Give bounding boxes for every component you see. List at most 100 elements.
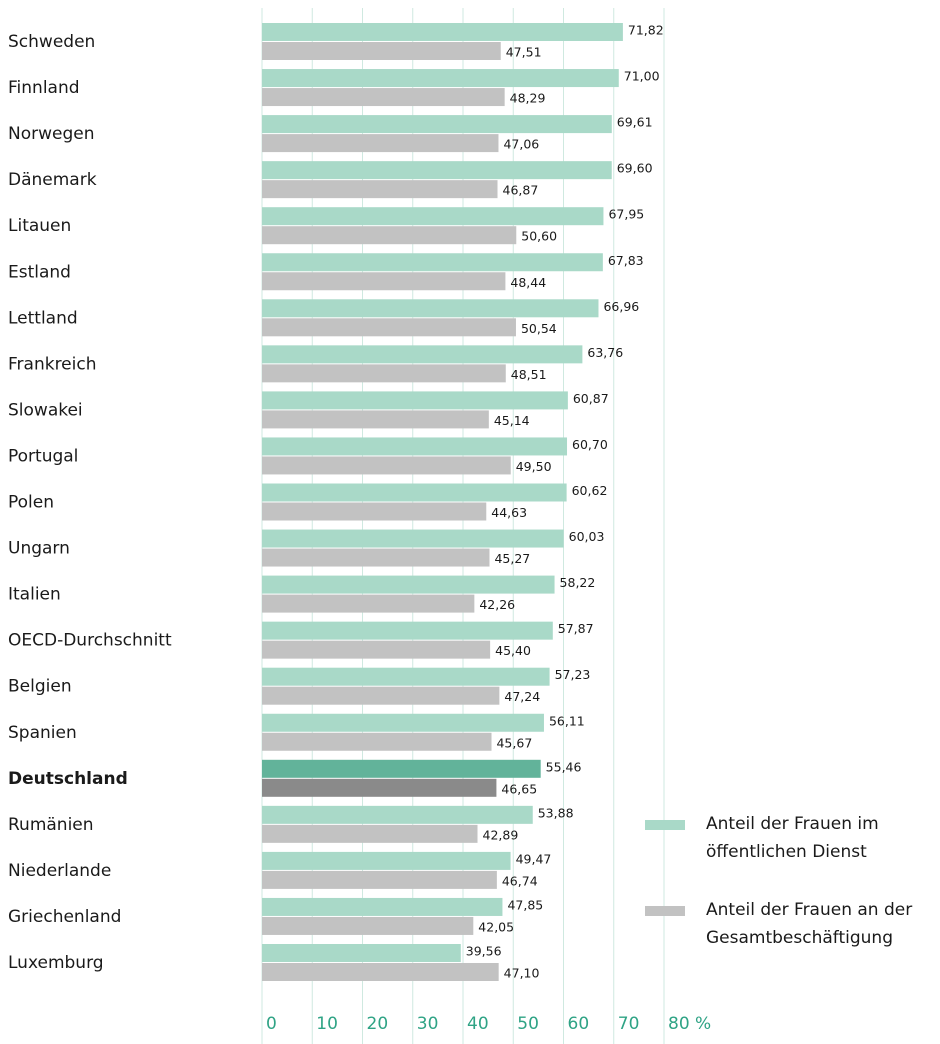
bar [262,437,568,456]
legend-label: Anteil der Frauen im öffentlichen Dienst [706,814,879,862]
value-label: 56,11 [549,713,585,728]
bar [262,621,553,640]
value-label: 58,22 [560,575,596,590]
x-tick-label: 50 [517,1014,539,1034]
value-label: 63,76 [587,345,623,360]
bar [262,456,511,475]
value-label: 48,29 [510,91,546,106]
category-label: Luxemburg [8,953,104,973]
value-label: 60,70 [572,437,608,452]
value-label: 50,54 [521,321,557,336]
x-tick-label: 30 [417,1014,439,1034]
bar [262,963,499,981]
bar [262,944,461,962]
legend-swatch [645,820,685,830]
category-label: Litauen [8,216,71,236]
bar [262,272,506,291]
value-label: 46,87 [503,183,539,198]
bar [262,391,568,410]
category-label: Estland [8,262,71,282]
bar [262,207,604,226]
category-label: Dänemark [8,170,97,190]
x-tick-label: 40 [467,1014,489,1034]
bar [262,759,541,778]
value-label: 47,06 [503,137,539,152]
bar [262,640,491,659]
bar [262,483,567,502]
value-label: 42,89 [483,827,519,842]
value-label: 49,47 [516,851,552,866]
category-label: Polen [8,493,54,513]
bar [262,226,517,245]
value-label: 50,60 [521,229,557,244]
bar [262,88,505,107]
category-label: Schweden [8,32,95,52]
bar [262,870,497,889]
value-label: 69,61 [617,115,653,130]
category-label: Portugal [8,446,78,466]
value-label: 53,88 [538,805,574,820]
value-label: 46,74 [502,873,538,888]
category-label: Belgien [8,677,72,697]
value-label: 47,10 [504,966,540,981]
value-label: 45,40 [495,643,531,658]
bar [262,897,503,916]
bar [262,502,487,521]
x-tick-label: 10 [316,1014,338,1034]
bar [262,69,619,88]
value-label: 49,50 [516,459,552,474]
bar [262,345,583,364]
value-label: 57,23 [555,667,591,682]
bar [262,575,555,594]
bar [262,23,623,41]
value-label: 42,05 [478,919,514,934]
bar [262,529,564,548]
bar [262,364,506,383]
value-label: 55,46 [546,759,582,774]
value-label: 46,65 [501,781,537,796]
category-label: Frankreich [8,354,97,374]
category-label: Rumänien [8,815,94,835]
value-label: 71,82 [628,23,664,38]
category-label: OECD-Durchschnitt [8,631,172,651]
x-tick-label: 80 % [668,1014,711,1034]
value-label: 57,87 [558,621,594,636]
bar [262,42,501,60]
value-label: 66,96 [603,299,639,314]
value-label: 39,56 [466,944,502,959]
bar [262,318,516,337]
bar [262,253,603,272]
x-tick-label: 20 [367,1014,389,1034]
bar [262,824,478,843]
x-tick-label: 60 [568,1014,590,1034]
bar [262,115,612,134]
category-label: Norwegen [8,124,95,144]
value-label: 48,51 [511,367,547,382]
bar [262,732,492,751]
category-label: Slowakei [8,400,83,420]
bar [262,916,474,935]
x-tick-label: 70 [618,1014,640,1034]
category-label: Ungarn [8,539,70,559]
bar [262,548,490,567]
bar [262,713,544,732]
bar [262,410,489,429]
category-label: Griechenland [8,907,121,927]
value-label: 44,63 [491,505,527,520]
bar [262,667,550,686]
bar [262,134,499,153]
value-label: 60,87 [573,391,609,406]
legend-swatch [645,906,685,916]
value-label: 60,62 [572,483,608,498]
bar [262,161,612,180]
bar [262,180,498,199]
value-label: 45,67 [496,735,532,750]
value-label: 60,03 [569,529,605,544]
value-label: 67,83 [608,253,644,268]
value-label: 45,14 [494,413,530,428]
bar [262,851,511,870]
category-label: Deutschland [8,769,128,789]
value-label: 67,95 [608,207,644,222]
